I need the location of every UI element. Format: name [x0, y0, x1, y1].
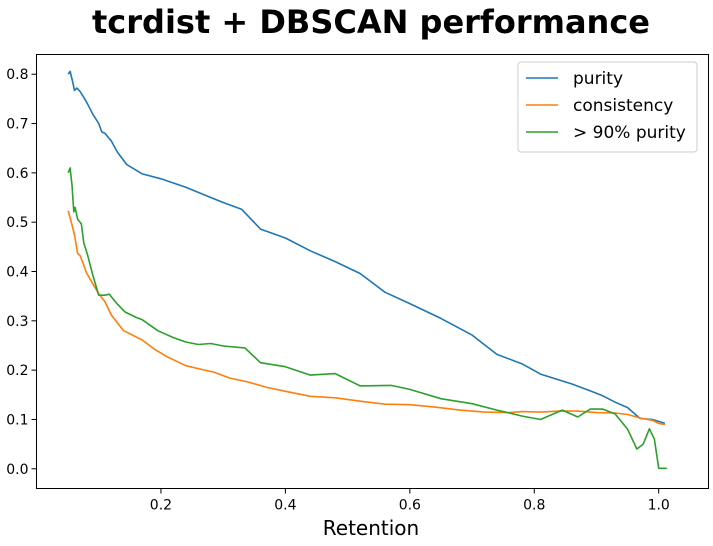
legend-box	[517, 61, 698, 153]
y-tick-label: 0.4	[6, 265, 28, 281]
y-tick-label: 0.8	[6, 67, 28, 83]
y-tick-label: 0.6	[6, 166, 28, 182]
y-tick-label: 0.3	[6, 314, 28, 330]
plot-frame	[36, 54, 709, 489]
y-tick-label: 0.2	[6, 363, 28, 379]
y-tick-label: 0.1	[6, 412, 28, 428]
y-tick-label: 0.5	[6, 215, 28, 231]
x-tick-label: 0.6	[399, 498, 421, 514]
series-line	[67, 167, 667, 470]
y-tick-label: 0.7	[6, 117, 28, 133]
x-tick-label: 0.2	[150, 498, 172, 514]
series-group	[67, 70, 667, 470]
y-tick-label: 0.0	[6, 462, 28, 478]
legend-label: consistency	[573, 96, 673, 116]
chart-title: tcrdist + DBSCAN performance	[92, 3, 650, 41]
legend-label: > 90% purity	[573, 123, 686, 143]
x-tick-label: 0.4	[274, 498, 296, 514]
x-axis-label: Retention	[323, 516, 419, 540]
y-axis: 0.0 0.1 0.2 0.3 0.4 0.5 0.6 0.7 0.8	[6, 67, 37, 478]
legend: purity consistency > 90% purity	[517, 61, 698, 153]
series-line	[67, 70, 666, 425]
x-tick-label: 1.0	[648, 498, 670, 514]
series-line	[67, 210, 666, 426]
legend-label: purity	[573, 69, 623, 89]
x-axis: 0.2 0.4 0.6 0.8 1.0	[150, 488, 670, 514]
x-tick-label: 0.8	[523, 498, 545, 514]
